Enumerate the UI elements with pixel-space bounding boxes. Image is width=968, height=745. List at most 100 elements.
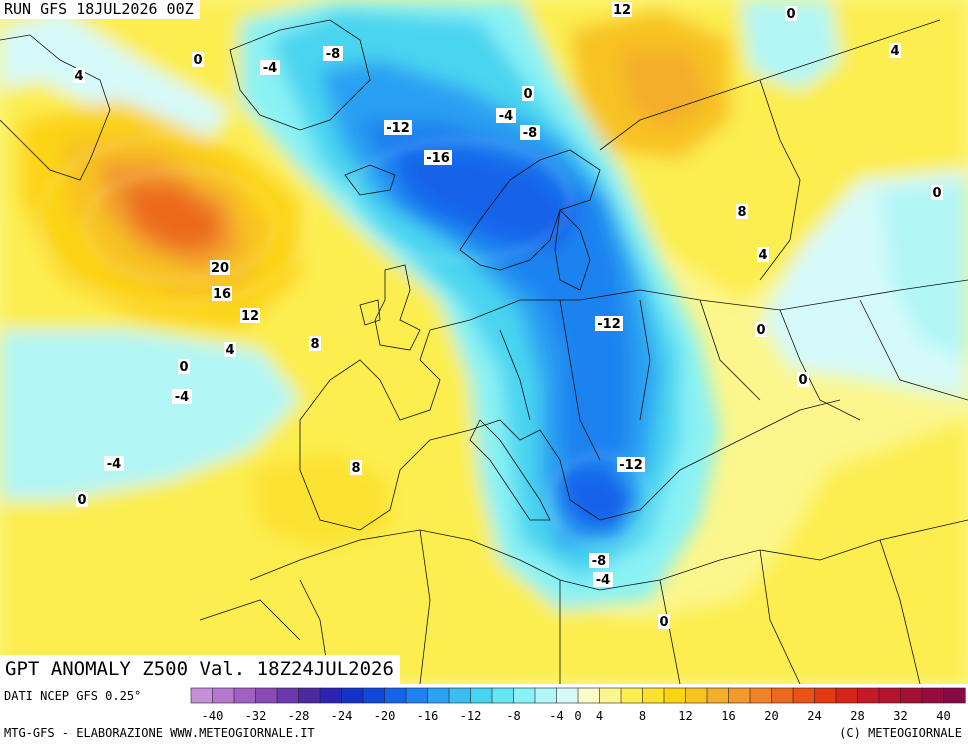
colorbar-tick-label: 32	[893, 709, 907, 723]
contour-label: -4	[107, 457, 121, 472]
colorbar-swatch	[878, 687, 902, 704]
data-source-label: DATI NCEP GFS 0.25°	[4, 689, 142, 703]
contour-label: 0	[77, 493, 86, 508]
contour-label-bg	[323, 46, 343, 61]
colorbar-swatch	[384, 687, 407, 704]
contour-label-bg	[104, 456, 124, 471]
colorbar-swatch	[276, 687, 300, 704]
colorbar-swatch	[771, 687, 794, 704]
contour-label: 0	[193, 53, 202, 68]
contour-label: -16	[426, 151, 450, 166]
colorbar-tick-label: 24	[807, 709, 821, 723]
colorbar-tick-label: 0	[574, 709, 581, 723]
contour-label: 0	[659, 615, 668, 630]
contour-label-bg	[210, 260, 230, 275]
contour-label-bg	[522, 86, 534, 101]
colorbar-tick-label: -4	[549, 709, 563, 723]
colorbar-swatch	[448, 687, 472, 704]
contour-label-bg	[178, 359, 190, 374]
colorbar-swatch	[362, 687, 386, 704]
colorbar-tick-label: 16	[721, 709, 735, 723]
contour-label: 0	[932, 186, 941, 201]
colorbar-swatch	[685, 687, 708, 704]
colorbar-swatch	[534, 687, 558, 704]
contour-label-bg	[785, 6, 797, 21]
colorbar-tick-label: 28	[850, 709, 864, 723]
colorbar-tick-label: 20	[764, 709, 778, 723]
contour-label: 4	[74, 69, 83, 84]
contour-label-bg	[658, 614, 670, 629]
colorbar-swatch	[642, 687, 665, 704]
colorbar-swatch	[706, 687, 730, 704]
colorbar-swatch	[427, 687, 450, 704]
colorbar-swatch	[298, 687, 321, 704]
contour-label-bg	[889, 43, 901, 58]
colorbar-tick-label: -40	[202, 709, 224, 723]
contour-label-bg	[309, 336, 321, 351]
colorbar-tick-label: -12	[460, 709, 482, 723]
contour-label: 12	[613, 3, 631, 18]
contour-label-bg	[797, 372, 809, 387]
colorbar-swatch	[341, 687, 364, 704]
colorbar-swatch	[943, 687, 966, 704]
contour-label: 12	[241, 309, 259, 324]
contour-label-bg	[612, 2, 632, 17]
colorbar-tick-label: 40	[936, 709, 950, 723]
colorbar-swatch	[491, 687, 515, 704]
contour-label: 0	[786, 7, 795, 22]
colorbar-swatch	[921, 687, 945, 704]
contour-label: 8	[737, 205, 746, 220]
contour-label-bg	[350, 460, 362, 475]
colorbar-tick-label: -16	[417, 709, 439, 723]
contour-label-bg	[736, 204, 748, 219]
contour-label-bg	[76, 492, 88, 507]
colorbar-legend: -40 -32 -28 -24 -20 -16 -12 -8 -4 0 4 8 12 16 20 24 28 32…	[190, 687, 966, 723]
colorbar-tick-label: -28	[288, 709, 310, 723]
colorbar-tick-label: 4	[596, 709, 603, 723]
colorbar-swatch	[233, 687, 257, 704]
colorbar-swatch	[835, 687, 859, 704]
colorbar-swatch	[190, 687, 214, 704]
contour-label: -4	[596, 573, 610, 588]
map-title: GPT ANOMALY Z500 Val. 18Z24JUL2026	[0, 655, 400, 684]
contour-label: 0	[756, 323, 765, 338]
anomaly-fill	[0, 0, 968, 684]
contour-label-bg	[593, 572, 613, 587]
colorbar-tick-label: -8	[506, 709, 520, 723]
contour-label-bg	[73, 68, 85, 83]
colorbar-swatch	[470, 687, 493, 704]
colorbar-swatch	[513, 687, 536, 704]
colorbar-swatch	[814, 687, 837, 704]
colorbar-tick-label: -20	[374, 709, 396, 723]
colorbar-swatch	[405, 687, 429, 704]
contour-label-bg	[224, 342, 236, 357]
contour-labels: 0 -4 -8 4 12 0 4 0 -4 -8 -12 -16 0 8 4 20 16 12 8 4 -12 0 0 -4 0…	[73, 2, 943, 630]
contour-label: -8	[326, 47, 340, 62]
contour-label: -8	[523, 126, 537, 141]
contour-label: 0	[179, 360, 188, 375]
colorbar-tick-label: 8	[639, 709, 646, 723]
colorbar-swatch	[556, 687, 579, 704]
coastlines	[0, 19, 968, 684]
contour-label: 0	[523, 87, 532, 102]
colorbar-tick-label: -32	[245, 709, 267, 723]
colorbar-swatch	[620, 687, 644, 704]
contour-lines	[39, 134, 651, 546]
contour-label-bg	[172, 389, 192, 404]
contour-label: 16	[213, 287, 231, 302]
colorbar-swatch	[599, 687, 622, 704]
anomaly-map: 0 -4 -8 4 12 0 4 0 -4 -8 -12 -16 0 8 4 20 16 12 8 4 -12 0 0 -4 0…	[0, 0, 968, 684]
colorbar-swatch	[857, 687, 880, 704]
colorbar-swatch	[212, 687, 235, 704]
colorbar-swatch	[749, 687, 773, 704]
colorbar-swatch	[255, 687, 278, 704]
contour-label: -4	[175, 390, 189, 405]
contour-label-bg	[424, 150, 452, 165]
contour-label-bg	[192, 52, 204, 67]
colorbar-tick-label: -24	[331, 709, 353, 723]
contour-label: -8	[592, 554, 606, 569]
credit-right: (C) METEOGIORNALE	[839, 726, 962, 740]
colorbar-swatch	[577, 687, 601, 704]
contour-label: 8	[310, 337, 319, 352]
contour-label-bg	[212, 286, 232, 301]
